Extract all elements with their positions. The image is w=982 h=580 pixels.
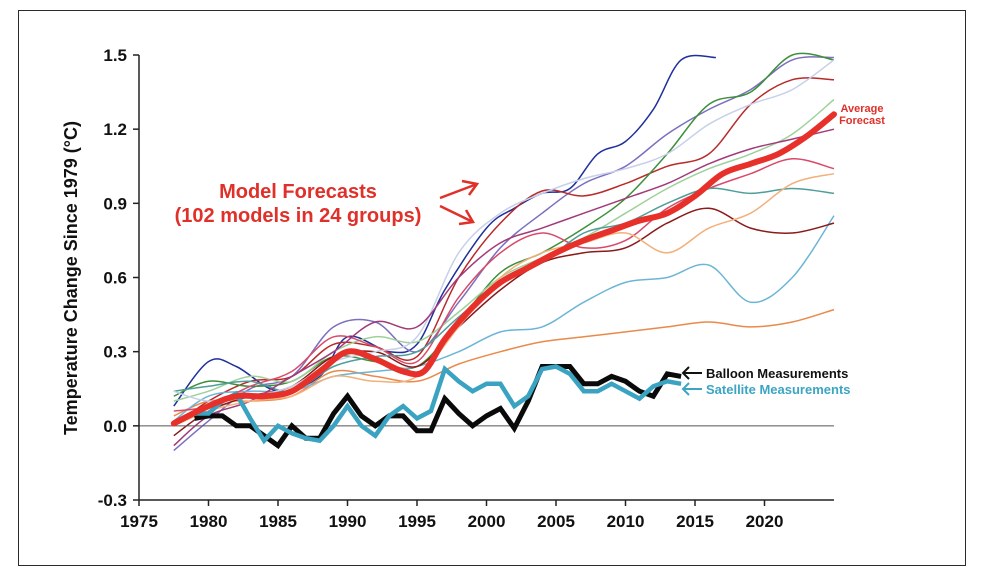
model-forecasts-annotation: Model Forecasts (102 models in 24 groups… [175, 179, 480, 227]
average-forecast-label-line2: Forecast [839, 115, 885, 127]
series-model-11 [173, 59, 835, 402]
series-model-2 [173, 56, 835, 452]
series-satellite-measurements [194, 364, 682, 445]
x-tick-label: 2010 [607, 512, 645, 531]
average-forecast-line [170, 111, 837, 427]
y-tick-label: 0.6 [103, 269, 127, 288]
balloon-arrowhead-icon [681, 366, 690, 380]
y-tick-label: -0.3 [98, 491, 127, 510]
model-forecasts-arrow-down [439, 204, 474, 224]
series-model-3 [173, 77, 835, 427]
series-model-5 [173, 308, 835, 417]
x-tick-label: 1985 [259, 512, 297, 531]
x-tick-label: 2015 [676, 512, 714, 531]
observation-lines [194, 364, 682, 450]
series-model-12 [173, 128, 835, 447]
model-forecasts-subtitle: (102 models in 24 groups) [175, 205, 422, 227]
model-forecasts-arrow-up [439, 182, 478, 200]
x-tick-label: 2020 [746, 512, 784, 531]
series-model-7 [173, 207, 835, 437]
model-forecasts-arrowhead-down [458, 209, 476, 226]
y-tick-label: 0.0 [103, 417, 127, 436]
model-forecasts-title: Model Forecasts [219, 181, 377, 203]
balloon-measurements-label: Balloon Measurements [706, 366, 848, 381]
x-tick-label: 1995 [398, 512, 436, 531]
axes: -0.3 0.0 0.3 0.6 0.9 1.2 1.5 1975 1980 1985 1990 19… [98, 46, 834, 531]
satellite-measurements-label: Satellite Measurements [706, 382, 851, 397]
series-average-forecast [170, 111, 837, 427]
average-forecast-label-line1: Average [840, 103, 883, 115]
series-balloon-measurements [194, 364, 682, 450]
average-forecast-annotation: Average Forecast [839, 103, 885, 127]
series-model-13 [173, 172, 835, 427]
model-forecasts-arrowhead-up [461, 179, 480, 196]
x-tick-label: 1975 [120, 512, 158, 531]
series-model-9 [173, 158, 835, 412]
x-tick-label: 1990 [329, 512, 367, 531]
y-tick-label: 1.5 [103, 46, 127, 65]
y-tick-label: 0.9 [103, 194, 127, 213]
y-tick-label: 0.3 [103, 343, 127, 362]
x-tick-label: 2000 [468, 512, 506, 531]
x-tick-label: 2005 [537, 512, 575, 531]
series-model-4 [173, 52, 835, 397]
y-tick-label: 1.2 [103, 120, 127, 139]
x-tick-label: 1980 [190, 512, 228, 531]
y-axis-label: Temperature Change Since 1979 (°C) [61, 121, 81, 435]
satellite-arrowhead-icon [681, 382, 690, 396]
satellite-annotation: Satellite Measurements [681, 382, 851, 397]
series-model-1 [173, 54, 716, 407]
balloon-annotation: Balloon Measurements [681, 366, 848, 381]
